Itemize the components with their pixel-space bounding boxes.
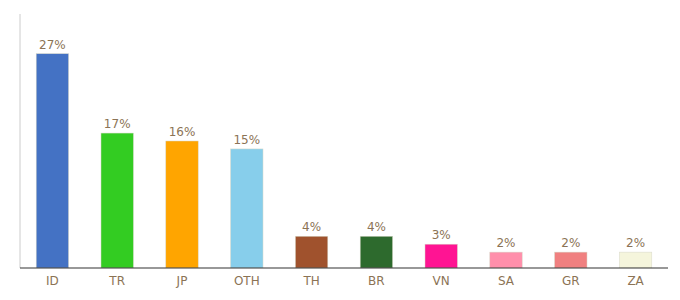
x-tick-label: OTH — [234, 274, 260, 288]
x-tick-label: ID — [46, 274, 59, 288]
bars — [36, 54, 652, 268]
x-tick-label: TH — [302, 274, 319, 288]
y-axis-line — [20, 14, 21, 268]
chart: ID TR JP OTH TH BR VN SA GR ZA 27% 17% 16% 15% 4% 4% 3% 2… — [0, 0, 680, 300]
bar — [101, 133, 133, 268]
data-label: 17% — [104, 117, 131, 131]
data-label: 27% — [39, 38, 66, 52]
x-tick-label: JP — [176, 274, 188, 288]
data-label: 3% — [432, 228, 451, 242]
bar — [425, 244, 457, 268]
x-tick-label: ZA — [627, 274, 644, 288]
bar — [555, 252, 587, 268]
data-label: 16% — [169, 125, 196, 139]
bar — [360, 236, 392, 268]
bar — [166, 141, 198, 268]
bar — [619, 252, 651, 268]
data-label: 4% — [367, 220, 386, 234]
bar — [490, 252, 522, 268]
bar — [231, 149, 263, 268]
data-label: 2% — [496, 236, 515, 250]
bar — [295, 236, 327, 268]
data-label: 15% — [233, 133, 260, 147]
data-label: 4% — [302, 220, 321, 234]
x-tick-label: BR — [368, 274, 385, 288]
x-tick-label: TR — [108, 274, 125, 288]
data-label: 2% — [561, 236, 580, 250]
x-axis-line — [20, 267, 668, 268]
x-tick-label: SA — [498, 274, 515, 288]
bar — [36, 54, 68, 268]
x-tick-label: VN — [433, 274, 450, 288]
chart-container: ID TR JP OTH TH BR VN SA GR ZA 27% 17% 16% 15% 4% 4% 3% 2… — [0, 0, 680, 300]
x-tick-label: GR — [562, 274, 580, 288]
data-label: 2% — [626, 236, 645, 250]
